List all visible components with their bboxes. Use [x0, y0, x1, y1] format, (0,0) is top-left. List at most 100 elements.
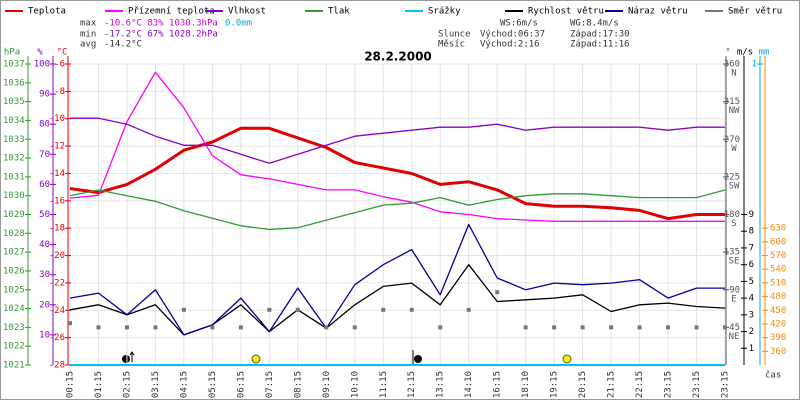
legend-label: Přízemní teplota — [128, 7, 215, 17]
y-tick-label: 180 — [724, 210, 740, 220]
y-tick-label: -18 — [49, 224, 65, 234]
x-tick-label: 23:15 — [664, 371, 674, 398]
legend-label: Směr větru — [728, 7, 782, 17]
y-tick-label: 1026 — [3, 266, 25, 276]
x-tick-label: 22:15 — [635, 371, 645, 398]
y-tick-label: 1022 — [3, 342, 25, 352]
y-tick-label: 225 — [724, 172, 740, 182]
sunset: Západ:17:30 — [570, 30, 630, 40]
y-tick-label: 70 — [39, 150, 50, 160]
y-tick-label: 510 — [770, 278, 786, 288]
legend-label: Vlhkost — [228, 7, 266, 17]
x-axis-label: čas — [765, 370, 781, 381]
y-tick-label: 480 — [770, 292, 786, 302]
moon-label: Měsíc — [438, 40, 465, 50]
y-tick-label: -16 — [49, 196, 65, 206]
series-line — [69, 71, 725, 222]
stat-label: max — [80, 19, 97, 29]
direction-marker — [295, 307, 300, 312]
y-tick-label: 570 — [770, 251, 786, 261]
axis-unit: % — [37, 48, 43, 58]
y-tick-label: 45 — [729, 323, 740, 333]
y-tick-label: 270 — [724, 135, 740, 145]
axis-unit: ° — [725, 48, 730, 58]
direction-marker — [523, 325, 528, 330]
legend-label: Srážky — [428, 7, 461, 17]
x-tick-label: 10:10 — [350, 371, 360, 398]
y-tick-label: 540 — [770, 265, 786, 275]
direction-marker — [637, 325, 642, 330]
axis-unit: °C — [57, 48, 68, 58]
compass-label: NW — [729, 106, 740, 116]
stat-label: avg — [80, 40, 96, 50]
chart-title: 28.2.2000 — [364, 50, 432, 64]
x-tick-label: 18:10 — [521, 371, 531, 398]
compass-label: N — [731, 69, 736, 79]
x-tick-label: 23:15 — [721, 371, 731, 398]
x-tick-label: 20:15 — [578, 371, 588, 398]
y-tick-label: 4 — [749, 294, 754, 304]
x-tick-label: 06:15 — [236, 371, 246, 398]
x-tick-label: 07:15 — [265, 371, 275, 398]
y-tick-label: 1033 — [3, 135, 25, 145]
direction-marker — [124, 325, 129, 330]
y-tick-label: 450 — [770, 306, 786, 316]
y-tick-label: 8 — [749, 227, 754, 237]
stat-wg: WG:8.4m/s — [570, 19, 619, 29]
y-tick-label: 1030 — [3, 191, 25, 201]
y-tick-label: 30 — [39, 270, 50, 280]
direction-marker — [723, 325, 727, 330]
y-tick-label: 1034 — [3, 116, 25, 126]
y-tick-label: 3 — [749, 310, 754, 320]
y-tick-label: 20 — [39, 300, 50, 310]
direction-marker — [580, 325, 585, 330]
y-tick-label: -8 — [54, 87, 65, 97]
y-tick-label: 360 — [724, 60, 740, 70]
y-tick-label: 40 — [39, 240, 50, 250]
x-tick-label: 12:15 — [407, 371, 417, 398]
y-tick-label: 390 — [770, 333, 786, 343]
y-tick-label: -12 — [49, 142, 65, 152]
y-tick-label: 630 — [770, 224, 786, 234]
y-tick-label: 10 — [39, 330, 50, 340]
sunrise-icon — [251, 354, 261, 364]
y-tick-label: -6 — [54, 60, 65, 70]
direction-marker — [694, 325, 699, 330]
y-tick-label: 90 — [729, 285, 740, 295]
series-line — [70, 117, 725, 164]
y-tick-label: 420 — [770, 319, 786, 329]
y-tick-label: 600 — [770, 237, 786, 247]
compass-label: NE — [729, 332, 740, 342]
direction-marker — [181, 307, 186, 312]
stat-precip: 0.0mm — [225, 19, 252, 29]
sunrise: Východ:06:37 — [480, 30, 545, 40]
x-tick-label: 05:15 — [208, 371, 218, 398]
stat-values: -14.2°C — [104, 40, 142, 50]
compass-label: S — [731, 219, 736, 229]
direction-marker — [96, 325, 101, 330]
axis-unit: m/s — [737, 48, 753, 58]
x-tick-label: 08:15 — [293, 371, 303, 398]
y-tick-label: -28 — [49, 361, 65, 371]
y-tick-label: 1037 — [3, 60, 25, 70]
y-tick-label: 1029 — [3, 210, 25, 220]
stat-values: -17.2°C 67% 1028.2hPa — [104, 30, 218, 40]
x-tick-label: 03:15 — [151, 371, 161, 398]
x-tick-label: 04:15 — [179, 371, 189, 398]
direction-marker — [381, 307, 386, 312]
y-tick-label: -22 — [49, 278, 65, 288]
legend-label: Rychlost větru — [528, 7, 604, 17]
direction-marker — [609, 325, 614, 330]
direction-marker — [153, 325, 158, 330]
direction-marker — [352, 325, 357, 330]
compass-label: SW — [729, 181, 740, 191]
direction-marker — [552, 325, 557, 330]
y-tick-label: -20 — [49, 251, 65, 261]
y-tick-label: -14 — [49, 169, 65, 179]
direction-marker — [238, 325, 243, 330]
series-line — [69, 126, 725, 221]
y-tick-label: 1023 — [3, 323, 25, 333]
compass-label: E — [731, 294, 736, 304]
